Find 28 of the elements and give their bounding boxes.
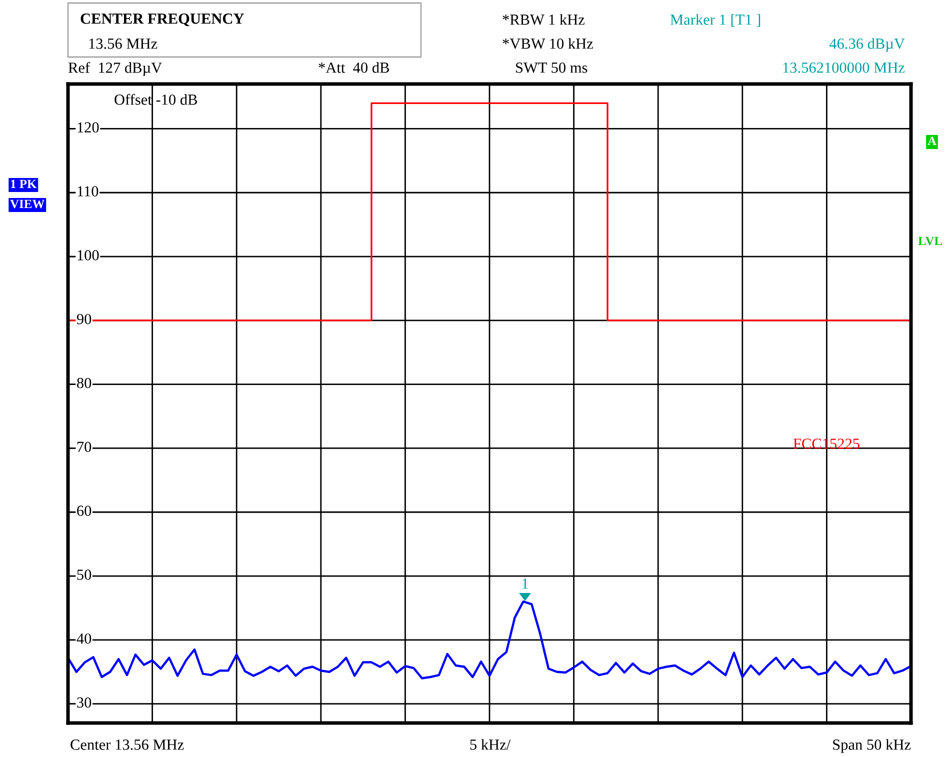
y-tick-label: 50 <box>77 570 92 580</box>
text: 1 PK <box>11 180 37 188</box>
y-tick-label: 30 <box>77 697 92 708</box>
text: Center 13.56 MHz <box>70 740 184 750</box>
y-tick-label: 100 <box>78 250 99 260</box>
text: LVL <box>918 236 942 246</box>
text: *VBW 10 kHz <box>502 38 593 49</box>
text: Span 50 kHz <box>833 739 911 753</box>
text: Marker 1 [T1 ] <box>670 14 760 27</box>
y-tick-label: 110 <box>78 186 98 196</box>
y-tick-label: 90 <box>76 314 92 324</box>
y-tick-label: 60 <box>77 506 92 516</box>
text: A <box>928 136 936 146</box>
y-tick-label: 120 <box>78 122 99 133</box>
text: VIEW <box>10 200 45 208</box>
y-tick-label: 70 <box>77 442 92 452</box>
text: CENTER FREQUENCY <box>80 14 244 26</box>
annotation: 1 <box>522 578 528 589</box>
y-tick-label: 80 <box>77 378 92 388</box>
text: 46.36 dBµV <box>829 38 905 52</box>
text: 13.562100000 MHz <box>783 62 905 73</box>
text: *Att 40 dB <box>318 62 389 73</box>
text: 13.56 MHz <box>89 38 158 49</box>
text: *RBW 1 kHz <box>502 14 584 25</box>
text: 5 kHz/ <box>470 739 511 750</box>
text: Ref 127 dBµV <box>68 62 162 76</box>
y-tick-label: 40 <box>76 633 92 644</box>
text: SWT 50 ms <box>516 62 588 73</box>
